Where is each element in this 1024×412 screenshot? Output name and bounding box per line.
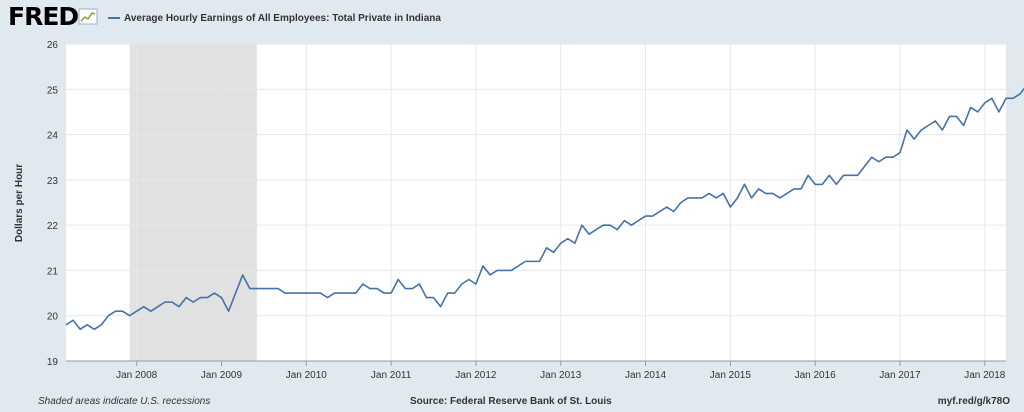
x-tick-label-5: Jan 2013 — [540, 370, 582, 381]
x-tick-label-1: Jan 2009 — [201, 370, 243, 381]
x-tick-label-10: Jan 2018 — [964, 370, 1006, 381]
legend-swatch — [108, 17, 120, 19]
legend[interactable]: Average Hourly Earnings of All Employees… — [108, 10, 441, 26]
y-axis-title: Dollars per Hour — [14, 164, 25, 242]
source-credit[interactable]: Source: Federal Reserve Bank of St. Loui… — [410, 396, 612, 407]
y-tick-label-19: 19 — [47, 357, 59, 368]
y-tick-label-22: 22 — [47, 221, 59, 232]
x-tick-label-8: Jan 2016 — [795, 370, 837, 381]
fred-logo[interactable]: FRED — [8, 2, 79, 31]
x-tick-label-6: Jan 2014 — [625, 370, 667, 381]
chart-header: FRED Average Hourly Earnings of All Empl… — [0, 0, 1024, 36]
x-tick-label-9: Jan 2017 — [879, 370, 921, 381]
y-tick-label-26: 26 — [47, 40, 59, 51]
legend-label: Average Hourly Earnings of All Employees… — [124, 12, 441, 24]
y-axis-ticks: 19 20 21 22 23 24 25 26 — [47, 40, 59, 368]
recession-bands — [129, 44, 257, 361]
x-tick-label-0: Jan 2008 — [116, 370, 158, 381]
y-tick-label-25: 25 — [47, 85, 59, 96]
x-axis-ticks: Jan 2008 Jan 2009 Jan 2010 Jan 2011 Jan 2012… — [66, 360, 1006, 381]
x-tick-label-2: Jan 2010 — [286, 370, 328, 381]
y-tick-label-21: 21 — [47, 266, 59, 277]
recession-note: Shaded areas indicate U.S. recessions — [38, 396, 211, 407]
y-tick-label-24: 24 — [47, 131, 59, 142]
x-tick-label-4: Jan 2012 — [455, 370, 497, 381]
x-tick-label-7: Jan 2015 — [710, 370, 752, 381]
series-line[interactable] — [65, 80, 1024, 331]
recession-band-0 — [129, 44, 257, 361]
y-tick-label-23: 23 — [47, 176, 59, 187]
short-link[interactable]: myf.red/g/k78O — [937, 396, 1010, 407]
x-tick-label-3: Jan 2011 — [371, 370, 412, 381]
line-chart-icon — [78, 8, 98, 25]
y-tick-label-20: 20 — [47, 312, 59, 323]
